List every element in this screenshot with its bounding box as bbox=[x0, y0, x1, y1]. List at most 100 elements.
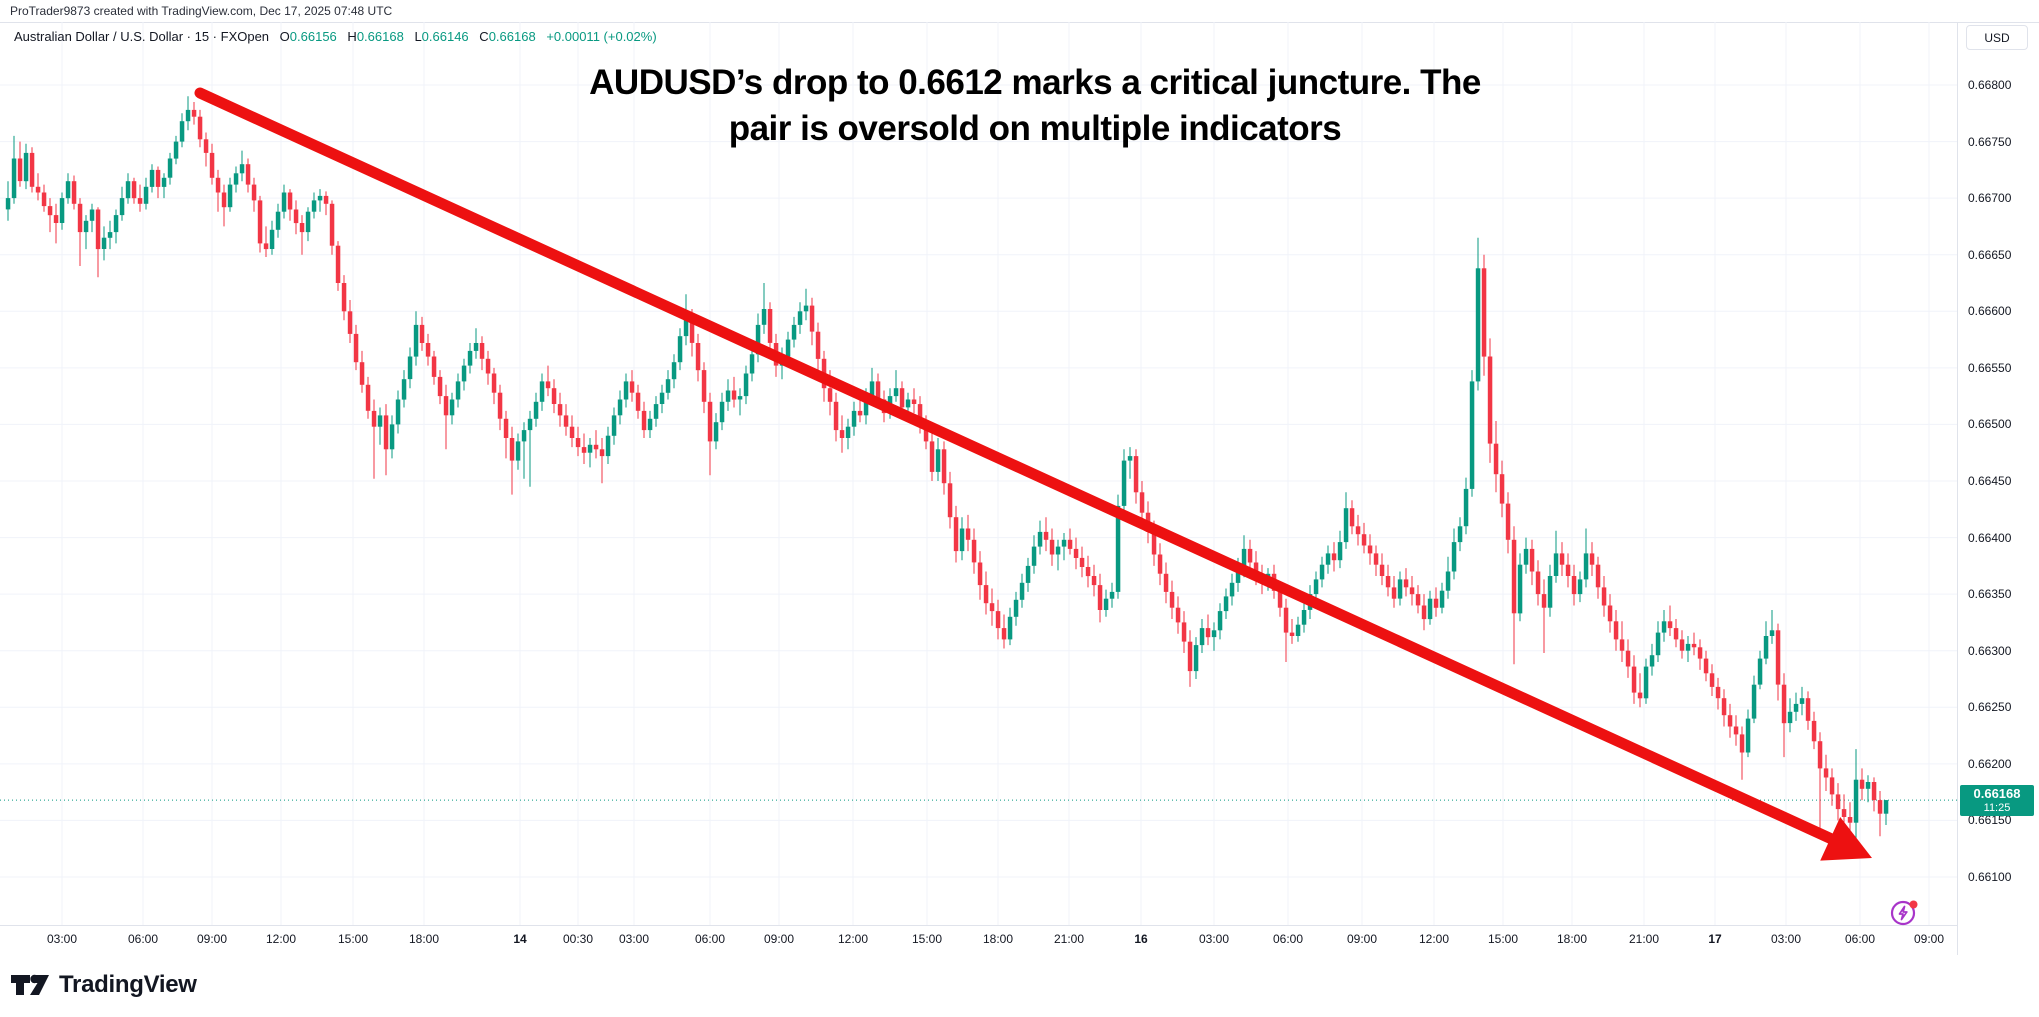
candle-body bbox=[1499, 474, 1505, 504]
price-axis[interactable]: USD 0.66800 0.66750 0.66700 0.66650 0.66600 0… bbox=[1957, 22, 2039, 955]
time-tick: 03:00 bbox=[618, 932, 650, 946]
candle-body bbox=[1805, 698, 1811, 721]
candle-body bbox=[1121, 460, 1127, 506]
candle-body bbox=[1877, 800, 1883, 814]
time-tick: 15:00 bbox=[911, 932, 943, 946]
candle-body bbox=[305, 211, 311, 233]
candle-body bbox=[1811, 720, 1817, 742]
candle-body bbox=[1199, 628, 1205, 646]
candle-body bbox=[299, 223, 305, 233]
candle-body bbox=[1409, 587, 1415, 595]
candle-body bbox=[239, 164, 245, 174]
candle-body bbox=[791, 324, 797, 340]
candle-body bbox=[269, 229, 275, 249]
candle-body bbox=[137, 198, 143, 204]
candle-body bbox=[941, 449, 947, 484]
candle-body bbox=[977, 562, 983, 586]
candle-body bbox=[1865, 782, 1871, 789]
time-tick: 06:00 bbox=[127, 932, 159, 946]
candle-body bbox=[1871, 782, 1877, 801]
time-tick: 09:00 bbox=[1913, 932, 1945, 946]
candle-body bbox=[1703, 658, 1709, 674]
time-tick: 15:00 bbox=[1487, 932, 1519, 946]
candle-body bbox=[479, 343, 485, 359]
candle-body bbox=[323, 195, 329, 204]
candle-body bbox=[1379, 564, 1385, 576]
price-tick: 0.66200 bbox=[1968, 756, 2012, 771]
symbol-legend: Australian Dollar / U.S. Dollar · 15 · F… bbox=[14, 29, 657, 44]
candle-body bbox=[149, 169, 155, 187]
candle-body bbox=[1475, 268, 1481, 382]
tradingview-watermark[interactable]: TradingView bbox=[10, 968, 197, 1002]
candle-body bbox=[827, 388, 833, 402]
candle-body bbox=[635, 392, 641, 411]
candle-body bbox=[161, 177, 167, 187]
tradingview-logo-icon bbox=[11, 974, 49, 995]
candle-body bbox=[1295, 624, 1301, 636]
candle-body bbox=[173, 141, 179, 159]
candle-body bbox=[1637, 692, 1643, 699]
candle-body bbox=[1541, 594, 1547, 608]
candle-body bbox=[1181, 622, 1187, 642]
candle-body bbox=[1673, 628, 1679, 640]
currency-toggle-button[interactable]: USD bbox=[1966, 25, 2028, 50]
candle-body bbox=[1775, 630, 1781, 685]
candle-body bbox=[1847, 817, 1853, 823]
candle-body bbox=[527, 418, 533, 431]
candle-body bbox=[587, 444, 593, 453]
ohlc-high-label: H bbox=[347, 29, 357, 44]
current-price-label[interactable]: 0.66168 11:25 bbox=[1960, 784, 2034, 816]
time-tick-date: 14 bbox=[513, 932, 527, 946]
candle-body bbox=[797, 311, 803, 325]
candle-body bbox=[563, 415, 569, 427]
candle-body bbox=[845, 426, 851, 438]
candle-body bbox=[1367, 545, 1373, 554]
candle-body bbox=[1205, 628, 1211, 638]
candle-body bbox=[1883, 800, 1889, 814]
candle-body bbox=[1349, 508, 1355, 527]
candle-body bbox=[89, 209, 95, 221]
candle-body bbox=[437, 376, 443, 397]
candle-body bbox=[1667, 621, 1673, 629]
symbol-name[interactable]: Australian Dollar / U.S. Dollar · 15 · F… bbox=[14, 29, 270, 44]
price-tick: 0.66750 bbox=[1968, 134, 2012, 149]
candle-body bbox=[1613, 621, 1619, 640]
candle-body bbox=[1001, 628, 1007, 640]
candle-body bbox=[1841, 809, 1847, 817]
candle-body bbox=[443, 396, 449, 416]
realtime-data-icon[interactable] bbox=[1888, 896, 1922, 930]
time-axis[interactable]: 03:00 06:00 09:00 12:00 15:00 18:00 14 00:30 03:… bbox=[0, 925, 1957, 956]
candle-body bbox=[59, 198, 65, 223]
candle-body bbox=[131, 181, 137, 199]
candle-body bbox=[419, 324, 425, 343]
candle-body bbox=[557, 404, 563, 416]
ohlc-close-value: 0.66168 bbox=[488, 29, 536, 44]
candle-body bbox=[1139, 492, 1145, 513]
time-tick: 12:00 bbox=[837, 932, 869, 946]
candle-body bbox=[1079, 557, 1085, 567]
candle-body bbox=[983, 585, 989, 604]
candle-body bbox=[65, 181, 71, 199]
candle-body bbox=[251, 184, 257, 201]
candle-body bbox=[1421, 605, 1427, 620]
candle-body bbox=[1277, 590, 1283, 608]
candle-body bbox=[1325, 553, 1331, 565]
candle-body bbox=[245, 164, 251, 185]
time-tick: 06:00 bbox=[1844, 932, 1876, 946]
candle-body bbox=[707, 401, 713, 442]
candle-body bbox=[1073, 548, 1079, 558]
candle-body bbox=[743, 373, 749, 397]
candle-body bbox=[767, 309, 773, 343]
candle-body bbox=[329, 203, 335, 246]
time-tick: 18:00 bbox=[408, 932, 440, 946]
chart-canvas[interactable] bbox=[0, 0, 1957, 925]
candle-body bbox=[281, 192, 287, 212]
candle-body bbox=[809, 305, 815, 332]
candle-body bbox=[395, 399, 401, 425]
candle-body bbox=[593, 444, 599, 450]
candle-body bbox=[611, 415, 617, 436]
chart-pane-top-border bbox=[0, 22, 2039, 23]
candle-body bbox=[1577, 579, 1583, 595]
downtrend-arrow-line[interactable] bbox=[194, 87, 1842, 847]
candle-body bbox=[389, 424, 395, 450]
